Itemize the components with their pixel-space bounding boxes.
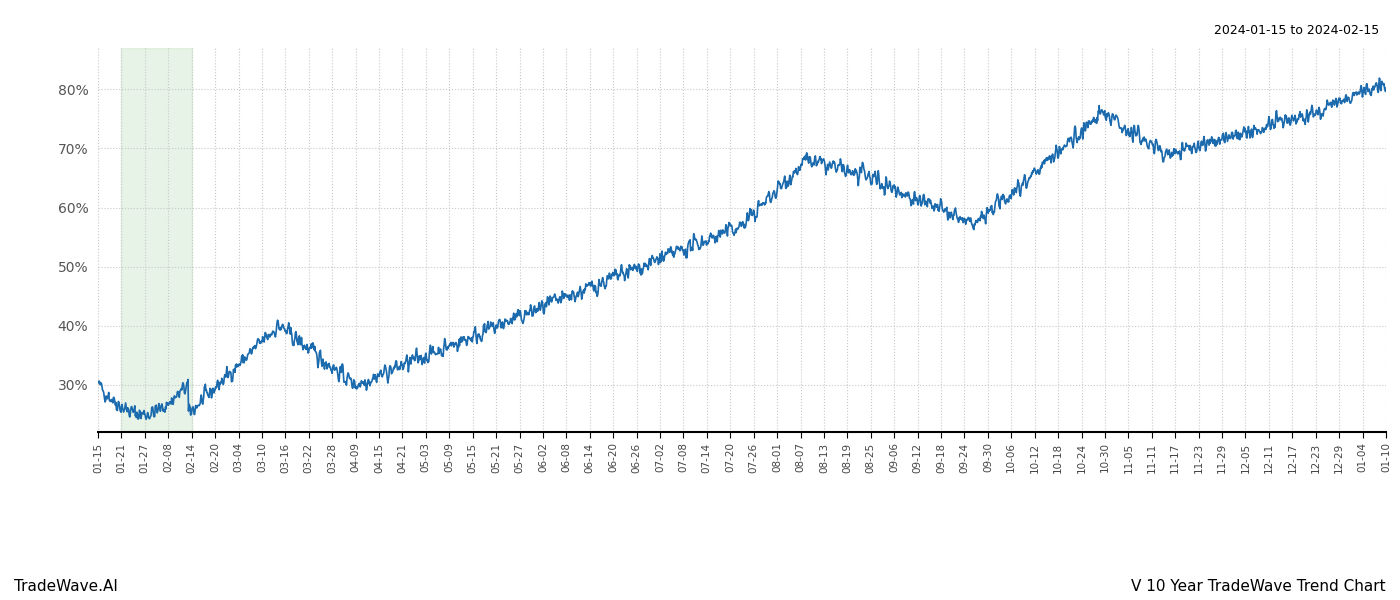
Text: V 10 Year TradeWave Trend Chart: V 10 Year TradeWave Trend Chart (1131, 579, 1386, 594)
Text: 2024-01-15 to 2024-02-15: 2024-01-15 to 2024-02-15 (1214, 24, 1379, 37)
Bar (122, 48, 192, 432)
Text: TradeWave.AI: TradeWave.AI (14, 579, 118, 594)
